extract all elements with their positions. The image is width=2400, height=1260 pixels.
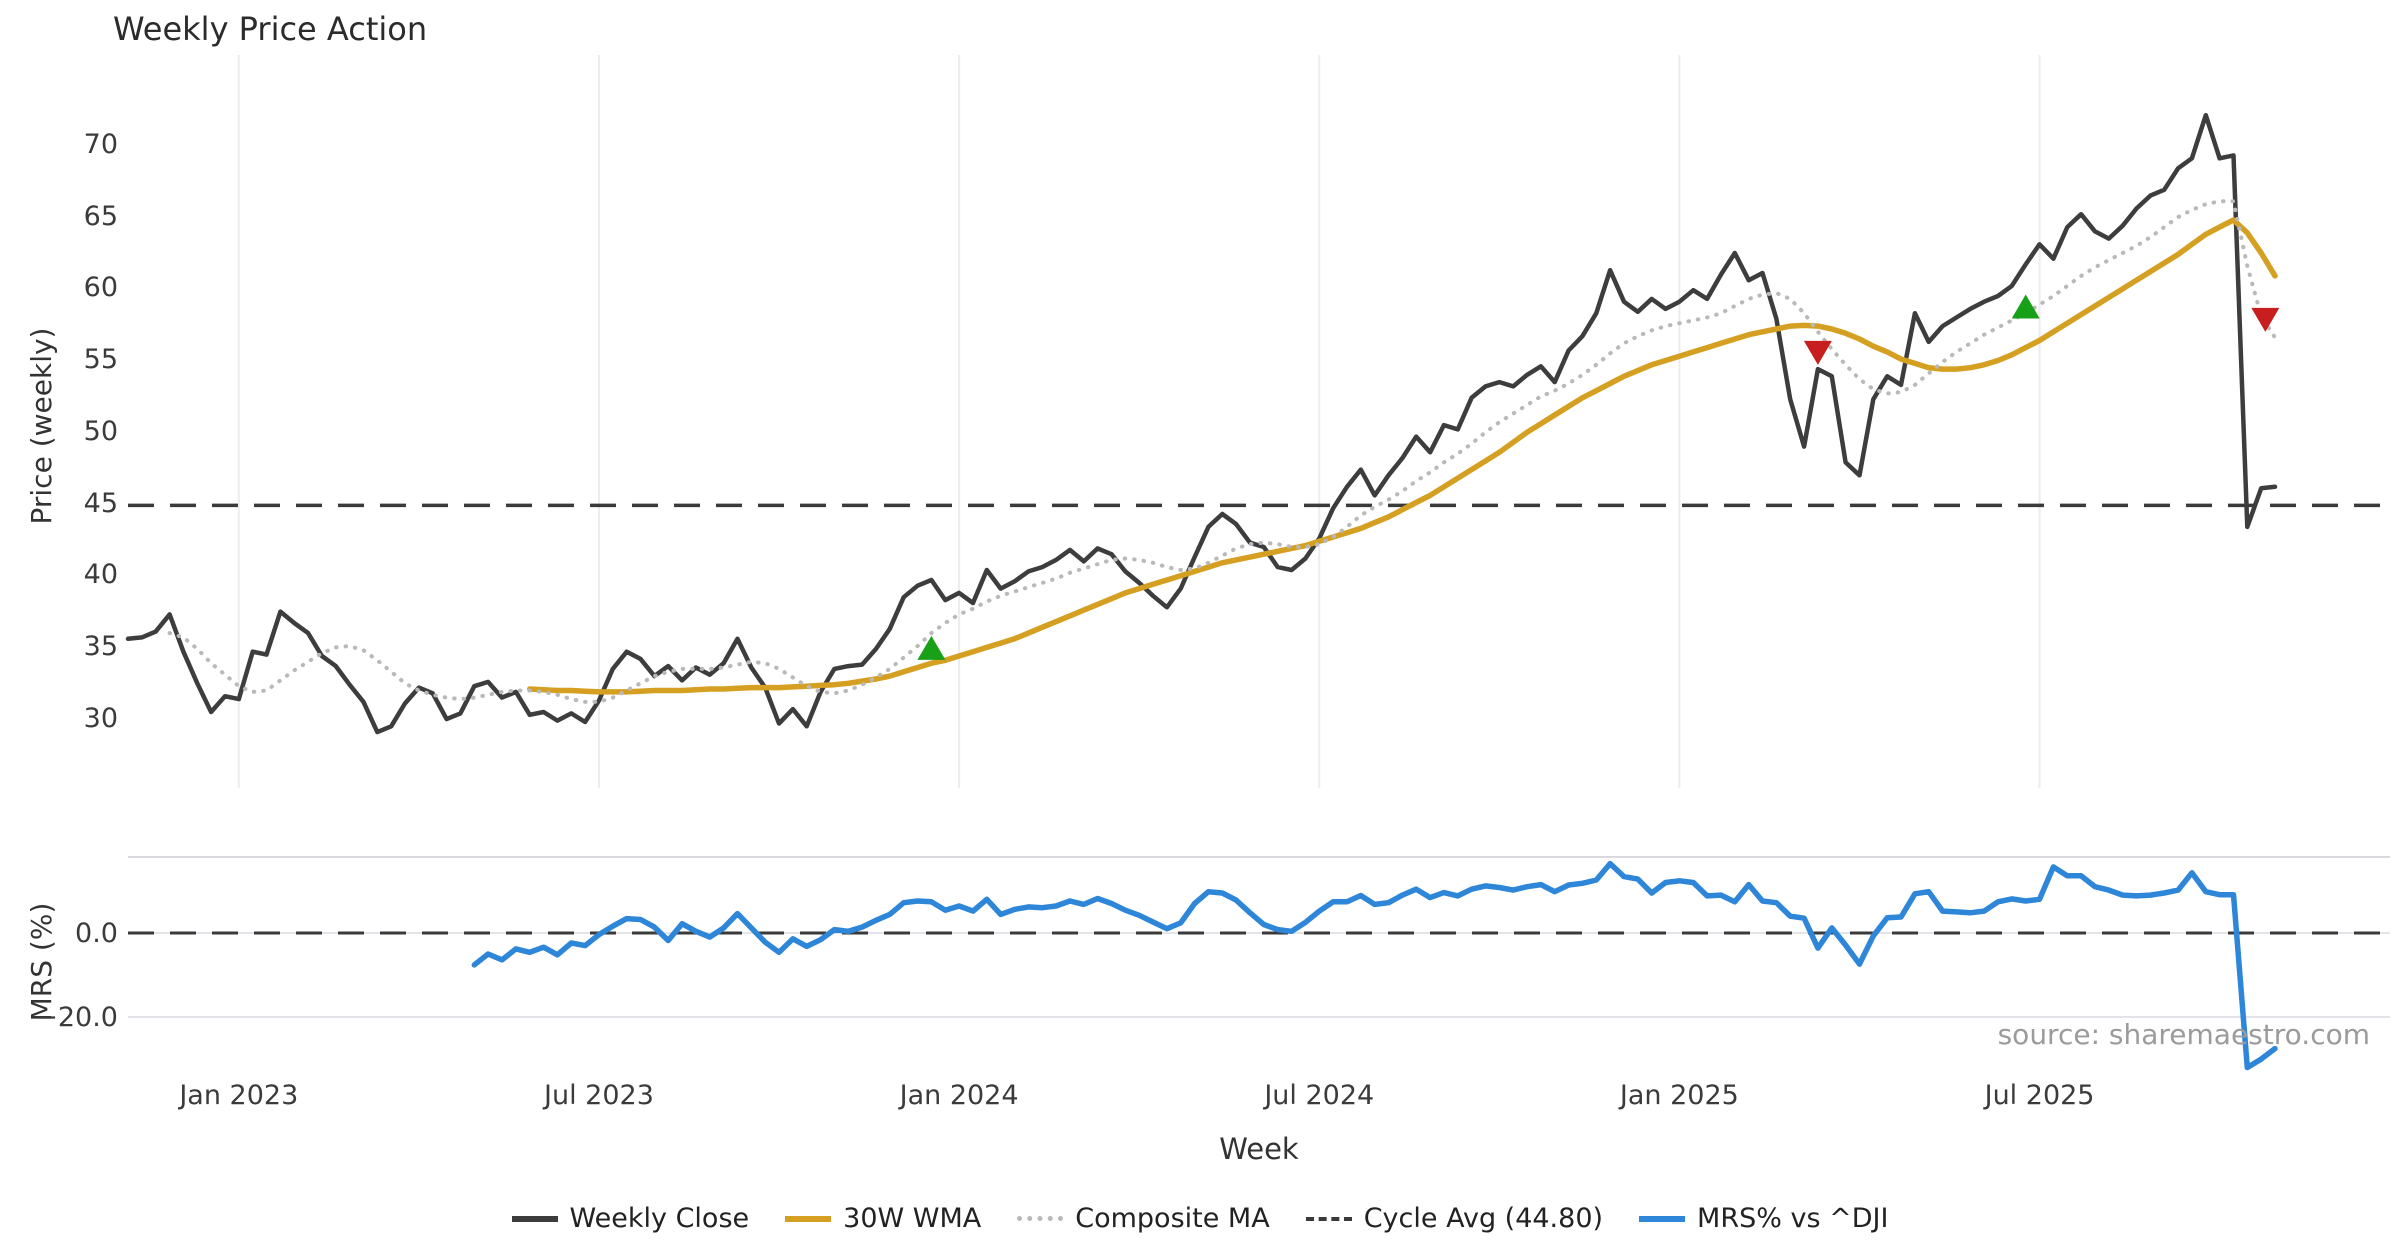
composite-ma-line — [167, 199, 2277, 704]
price-ytick-60: 60 — [83, 272, 118, 304]
buy-signal-marker — [917, 635, 946, 660]
price-ytick-35: 35 — [83, 630, 118, 662]
x-axis-title: Week — [1219, 1132, 1299, 1166]
legend-label: Composite MA — [1075, 1203, 1270, 1234]
mrs-axis-title: MRS (%) — [25, 902, 58, 1022]
price-ytick-30: 30 — [83, 702, 118, 734]
legend-label: Weekly Close — [569, 1203, 750, 1234]
price-ytick-70: 70 — [83, 128, 118, 160]
xtick-Jan-2024: Jan 2024 — [899, 1080, 1019, 1111]
legend-item-weekly-close: Weekly Close — [511, 1203, 750, 1234]
legend-label: Cycle Avg (44.80) — [1363, 1203, 1604, 1234]
sell-signal-marker — [1803, 340, 1832, 365]
xtick-Jul-2023: Jul 2023 — [544, 1080, 654, 1111]
sell-signal-marker — [2251, 307, 2280, 332]
legend-label: MRS% vs ^DJI — [1697, 1203, 1889, 1234]
legend-swatch-solid-icon — [511, 1215, 558, 1222]
price-panel-svg — [125, 55, 2390, 788]
price-ytick-50: 50 — [83, 415, 118, 447]
buy-signal-marker — [2011, 294, 2040, 319]
xtick-Jul-2024: Jul 2024 — [1264, 1080, 1375, 1111]
xtick-Jan-2025: Jan 2025 — [1619, 1080, 1739, 1111]
legend-item-mrs-vs-dji: MRS% vs ^DJI — [1639, 1205, 1888, 1232]
30w-wma-line — [526, 217, 2278, 695]
legend-swatch-solid-icon — [1639, 1215, 1686, 1222]
legend-swatch-solid-icon — [785, 1215, 832, 1222]
mrs-panel-svg — [128, 856, 2390, 1071]
mrs-ytick--20: −20.0 — [35, 1002, 118, 1034]
mrs-ytick-0: 0.0 — [75, 917, 118, 949]
weekly-close-line — [125, 112, 2278, 735]
legend-item-30w-wma: 30W WMA — [785, 1205, 981, 1232]
price-ytick-55: 55 — [83, 344, 118, 376]
legend-item-composite-ma: Composite MA — [1017, 1203, 1270, 1234]
legend-label: 30W WMA — [843, 1203, 982, 1234]
xtick-Jan-2023: Jan 2023 — [179, 1080, 299, 1111]
legend: Weekly Close 30W WMA Composite MA Cycle Avg… — [0, 1205, 2400, 1232]
legend-swatch-dotted-icon — [1017, 1216, 1064, 1221]
xtick-Jul-2025: Jul 2025 — [1984, 1080, 2095, 1111]
chart-title: Weekly Price Action — [113, 10, 428, 48]
legend-swatch-dashed-icon — [1305, 1216, 1352, 1221]
source-credit: source: sharemaestro.com — [1997, 1018, 2370, 1051]
price-ytick-40: 40 — [83, 559, 118, 591]
mrs-line — [471, 860, 2278, 1071]
price-ytick-45: 45 — [83, 487, 118, 519]
price-ytick-65: 65 — [83, 200, 118, 232]
legend-item-cycle-avg-44-80-: Cycle Avg (44.80) — [1305, 1203, 1604, 1234]
